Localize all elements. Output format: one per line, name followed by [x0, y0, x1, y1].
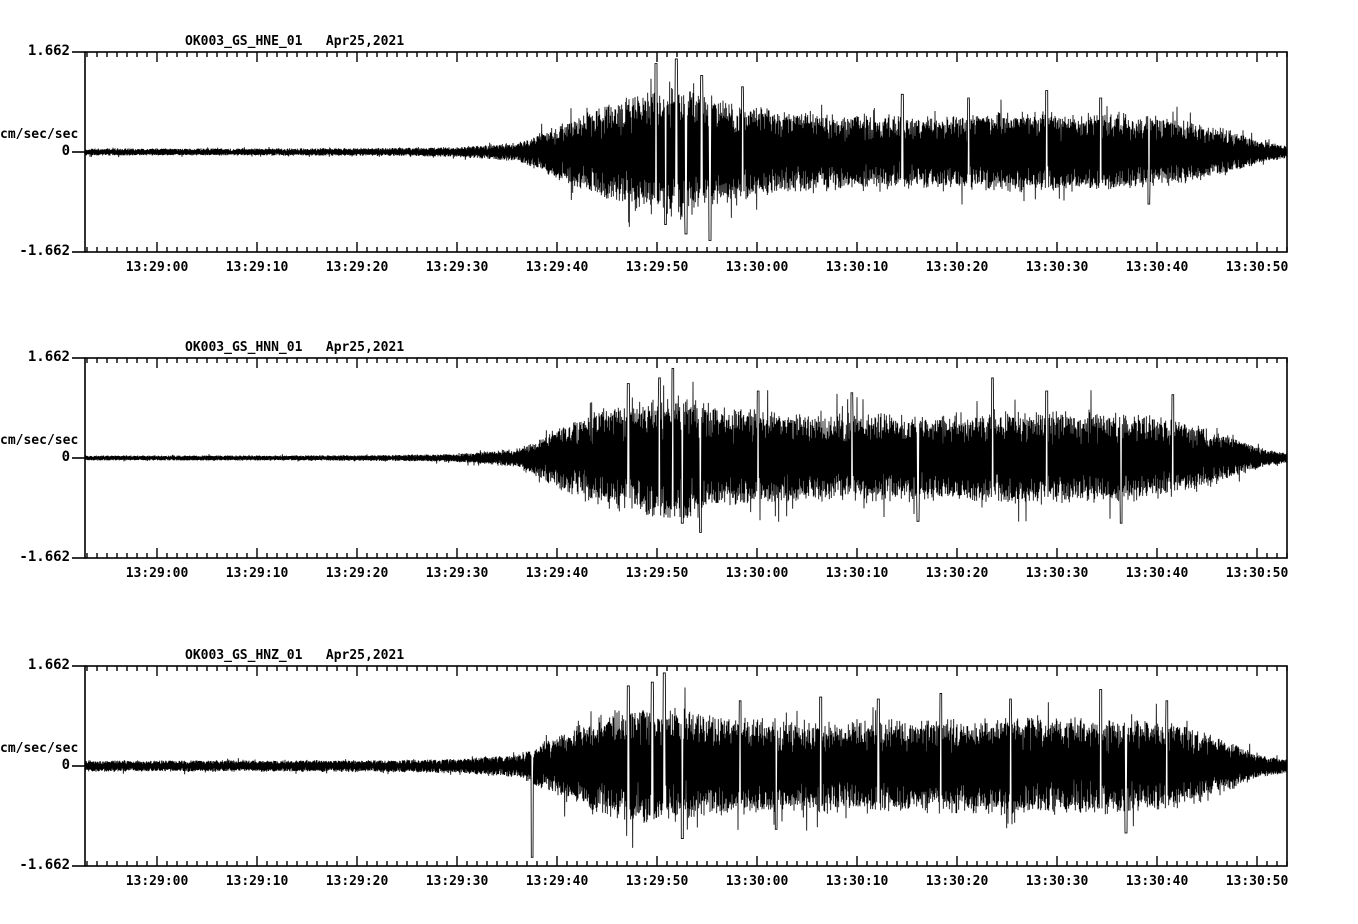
y-tick-label-min: -1.662 [19, 857, 70, 873]
panel-title: OK003_GS_HNZ_01 Apr25,2021 [185, 648, 405, 663]
x-tick-label: 13:30:20 [925, 566, 989, 581]
x-tick-label: 13:30:30 [1025, 260, 1089, 275]
x-axis-ticks [86, 52, 1288, 252]
x-tick-label: 13:29:50 [625, 874, 689, 889]
x-tick-label: 13:29:00 [125, 260, 189, 275]
y-axis-unit-label: cm/sec/sec [0, 127, 79, 142]
x-tick-label: 13:30:10 [825, 874, 889, 889]
x-tick-label: 13:30:10 [825, 260, 889, 275]
x-tick-label: 13:30:20 [925, 874, 989, 889]
x-tick-label: 13:30:40 [1125, 874, 1189, 889]
x-tick-label: 13:29:00 [125, 874, 189, 889]
y-tick-label-zero: 0 [61, 143, 70, 159]
waveform-trace [84, 368, 1288, 533]
x-tick-label: 13:29:30 [425, 566, 489, 581]
x-tick-label: 13:29:20 [325, 874, 389, 889]
waveform-trace [84, 672, 1288, 858]
x-tick-label: 13:30:50 [1225, 260, 1289, 275]
x-tick-label: 13:30:00 [725, 566, 789, 581]
x-tick-label: 13:29:10 [225, 566, 289, 581]
x-tick-label: 13:30:30 [1025, 566, 1089, 581]
x-tick-label: 13:29:40 [525, 566, 589, 581]
x-tick-label: 13:29:30 [425, 874, 489, 889]
x-tick-label: 13:29:20 [325, 566, 389, 581]
x-tick-label: 13:30:10 [825, 566, 889, 581]
y-tick-label-max: 1.662 [27, 43, 70, 59]
waveform-trace [84, 58, 1288, 241]
panel-title: OK003_GS_HNN_01 Apr25,2021 [185, 340, 405, 355]
y-tick-label-max: 1.662 [27, 657, 70, 673]
x-tick-label: 13:30:50 [1225, 566, 1289, 581]
y-tick-label-min: -1.662 [19, 243, 70, 259]
x-tick-label: 13:30:00 [725, 874, 789, 889]
x-tick-label: 13:29:30 [425, 260, 489, 275]
panel-title: OK003_GS_HNE_01 Apr25,2021 [185, 34, 405, 49]
x-tick-label: 13:29:50 [625, 566, 689, 581]
x-tick-label: 13:29:40 [525, 874, 589, 889]
x-tick-label: 13:30:50 [1225, 874, 1289, 889]
x-tick-label: 13:30:20 [925, 260, 989, 275]
x-axis-ticks [86, 666, 1288, 866]
x-axis-ticks [86, 358, 1288, 558]
x-tick-label: 13:30:30 [1025, 874, 1089, 889]
x-tick-label: 13:29:40 [525, 260, 589, 275]
y-tick-label-max: 1.662 [27, 349, 70, 365]
y-tick-label-min: -1.662 [19, 549, 70, 565]
x-tick-label: 13:29:00 [125, 566, 189, 581]
y-axis-unit-label: cm/sec/sec [0, 433, 79, 448]
x-tick-label: 13:29:50 [625, 260, 689, 275]
x-tick-label: 13:30:40 [1125, 260, 1189, 275]
y-axis-unit-label: cm/sec/sec [0, 741, 79, 756]
x-tick-label: 13:29:10 [225, 874, 289, 889]
y-tick-label-zero: 0 [61, 449, 70, 465]
x-tick-label: 13:29:10 [225, 260, 289, 275]
y-tick-label-zero: 0 [61, 757, 70, 773]
x-tick-label: 13:30:40 [1125, 566, 1189, 581]
x-tick-label: 13:30:00 [725, 260, 789, 275]
x-tick-label: 13:29:20 [325, 260, 389, 275]
